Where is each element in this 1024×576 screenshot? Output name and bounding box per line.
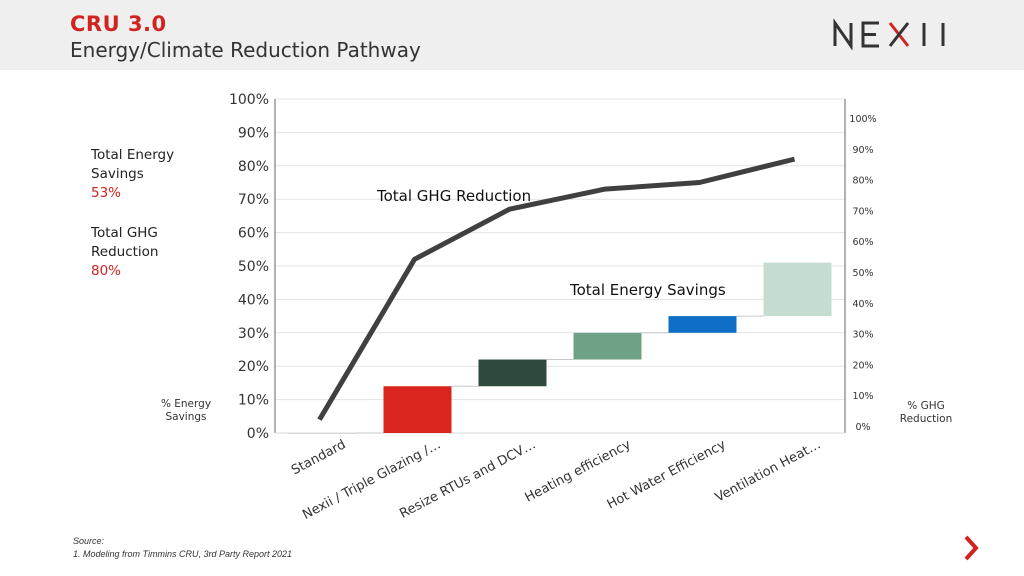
- energy-summary-label-2: Savings: [91, 166, 144, 182]
- waterfall-bar: [288, 433, 357, 434]
- y-right-tick-label: 90%: [852, 145, 873, 156]
- y-right-tick-label: 80%: [852, 176, 873, 187]
- waterfall-bar: [383, 386, 452, 433]
- left-axis-title-line1: % Energy: [160, 398, 212, 410]
- energy-summary-label-1: Total Energy: [91, 147, 175, 163]
- waterfall-bar: [478, 359, 547, 387]
- y-left-tick-label: 60%: [238, 226, 269, 242]
- energy-summary-value: 53%: [91, 185, 122, 201]
- y-left-tick-label: 90%: [238, 125, 269, 141]
- energy-summary: Total Energy Savings 53%: [91, 146, 201, 203]
- y-right-tick-label: 60%: [852, 237, 873, 248]
- y-right-tick-label: 40%: [852, 299, 873, 310]
- y-right-tick-label: 0%: [855, 422, 870, 433]
- y-right-tick-label: 70%: [852, 206, 873, 217]
- ghg-reduction-line: [317, 156, 796, 421]
- source-note: 1. Modeling from Timmins CRU, 3rd Party …: [73, 549, 292, 559]
- waterfall-bar: [668, 316, 737, 333]
- y-left-tick-label: 40%: [238, 292, 269, 308]
- y-right-tick-label: 10%: [852, 391, 873, 402]
- right-axis-title: % GHG Reduction: [890, 400, 962, 426]
- source-label: Source:: [73, 536, 105, 546]
- y-right-tick-label: 20%: [852, 360, 873, 371]
- waterfall-bar: [763, 262, 832, 317]
- y-left-tick-label: 70%: [238, 192, 269, 208]
- ghg-summary-label-2: Reduction: [91, 244, 159, 260]
- ghg-summary-value: 80%: [91, 263, 122, 279]
- y-left-tick-label: 100%: [229, 92, 269, 108]
- ghg-summary-label-1: Total GHG: [91, 225, 158, 241]
- annotation-ghg: Total GHG Reduction: [376, 187, 531, 205]
- y-left-tick-label: 0%: [247, 426, 269, 442]
- right-axis-title-line2: Reduction: [899, 413, 953, 425]
- page-subtitle: Energy/Climate Reduction Pathway: [70, 38, 421, 62]
- ghg-summary: Total GHG Reduction 80%: [91, 224, 201, 281]
- x-category-label: Standard: [289, 437, 348, 478]
- nexii-logo: [833, 18, 945, 50]
- page-title: CRU 3.0: [70, 12, 167, 36]
- y-right-tick-label: 30%: [852, 330, 873, 341]
- right-axis-title-line1: % GHG: [907, 400, 945, 412]
- y-left-tick-label: 10%: [238, 393, 269, 409]
- y-left-tick-label: 80%: [238, 159, 269, 175]
- left-axis-title: % Energy Savings: [150, 398, 222, 424]
- y-right-tick-label: 100%: [849, 114, 876, 125]
- chevron-right-icon[interactable]: [962, 534, 980, 562]
- annotation-energy: Total Energy Savings: [569, 281, 726, 299]
- y-left-tick-label: 50%: [238, 259, 269, 275]
- left-axis-title-line2: Savings: [165, 411, 207, 423]
- y-left-tick-label: 30%: [238, 326, 269, 342]
- y-left-tick-label: 20%: [238, 359, 269, 375]
- x-category-label: Ventilation Heat…: [713, 437, 824, 505]
- waterfall-bar: [573, 332, 642, 360]
- y-right-tick-label: 50%: [852, 268, 873, 279]
- header-bar: [0, 0, 1024, 70]
